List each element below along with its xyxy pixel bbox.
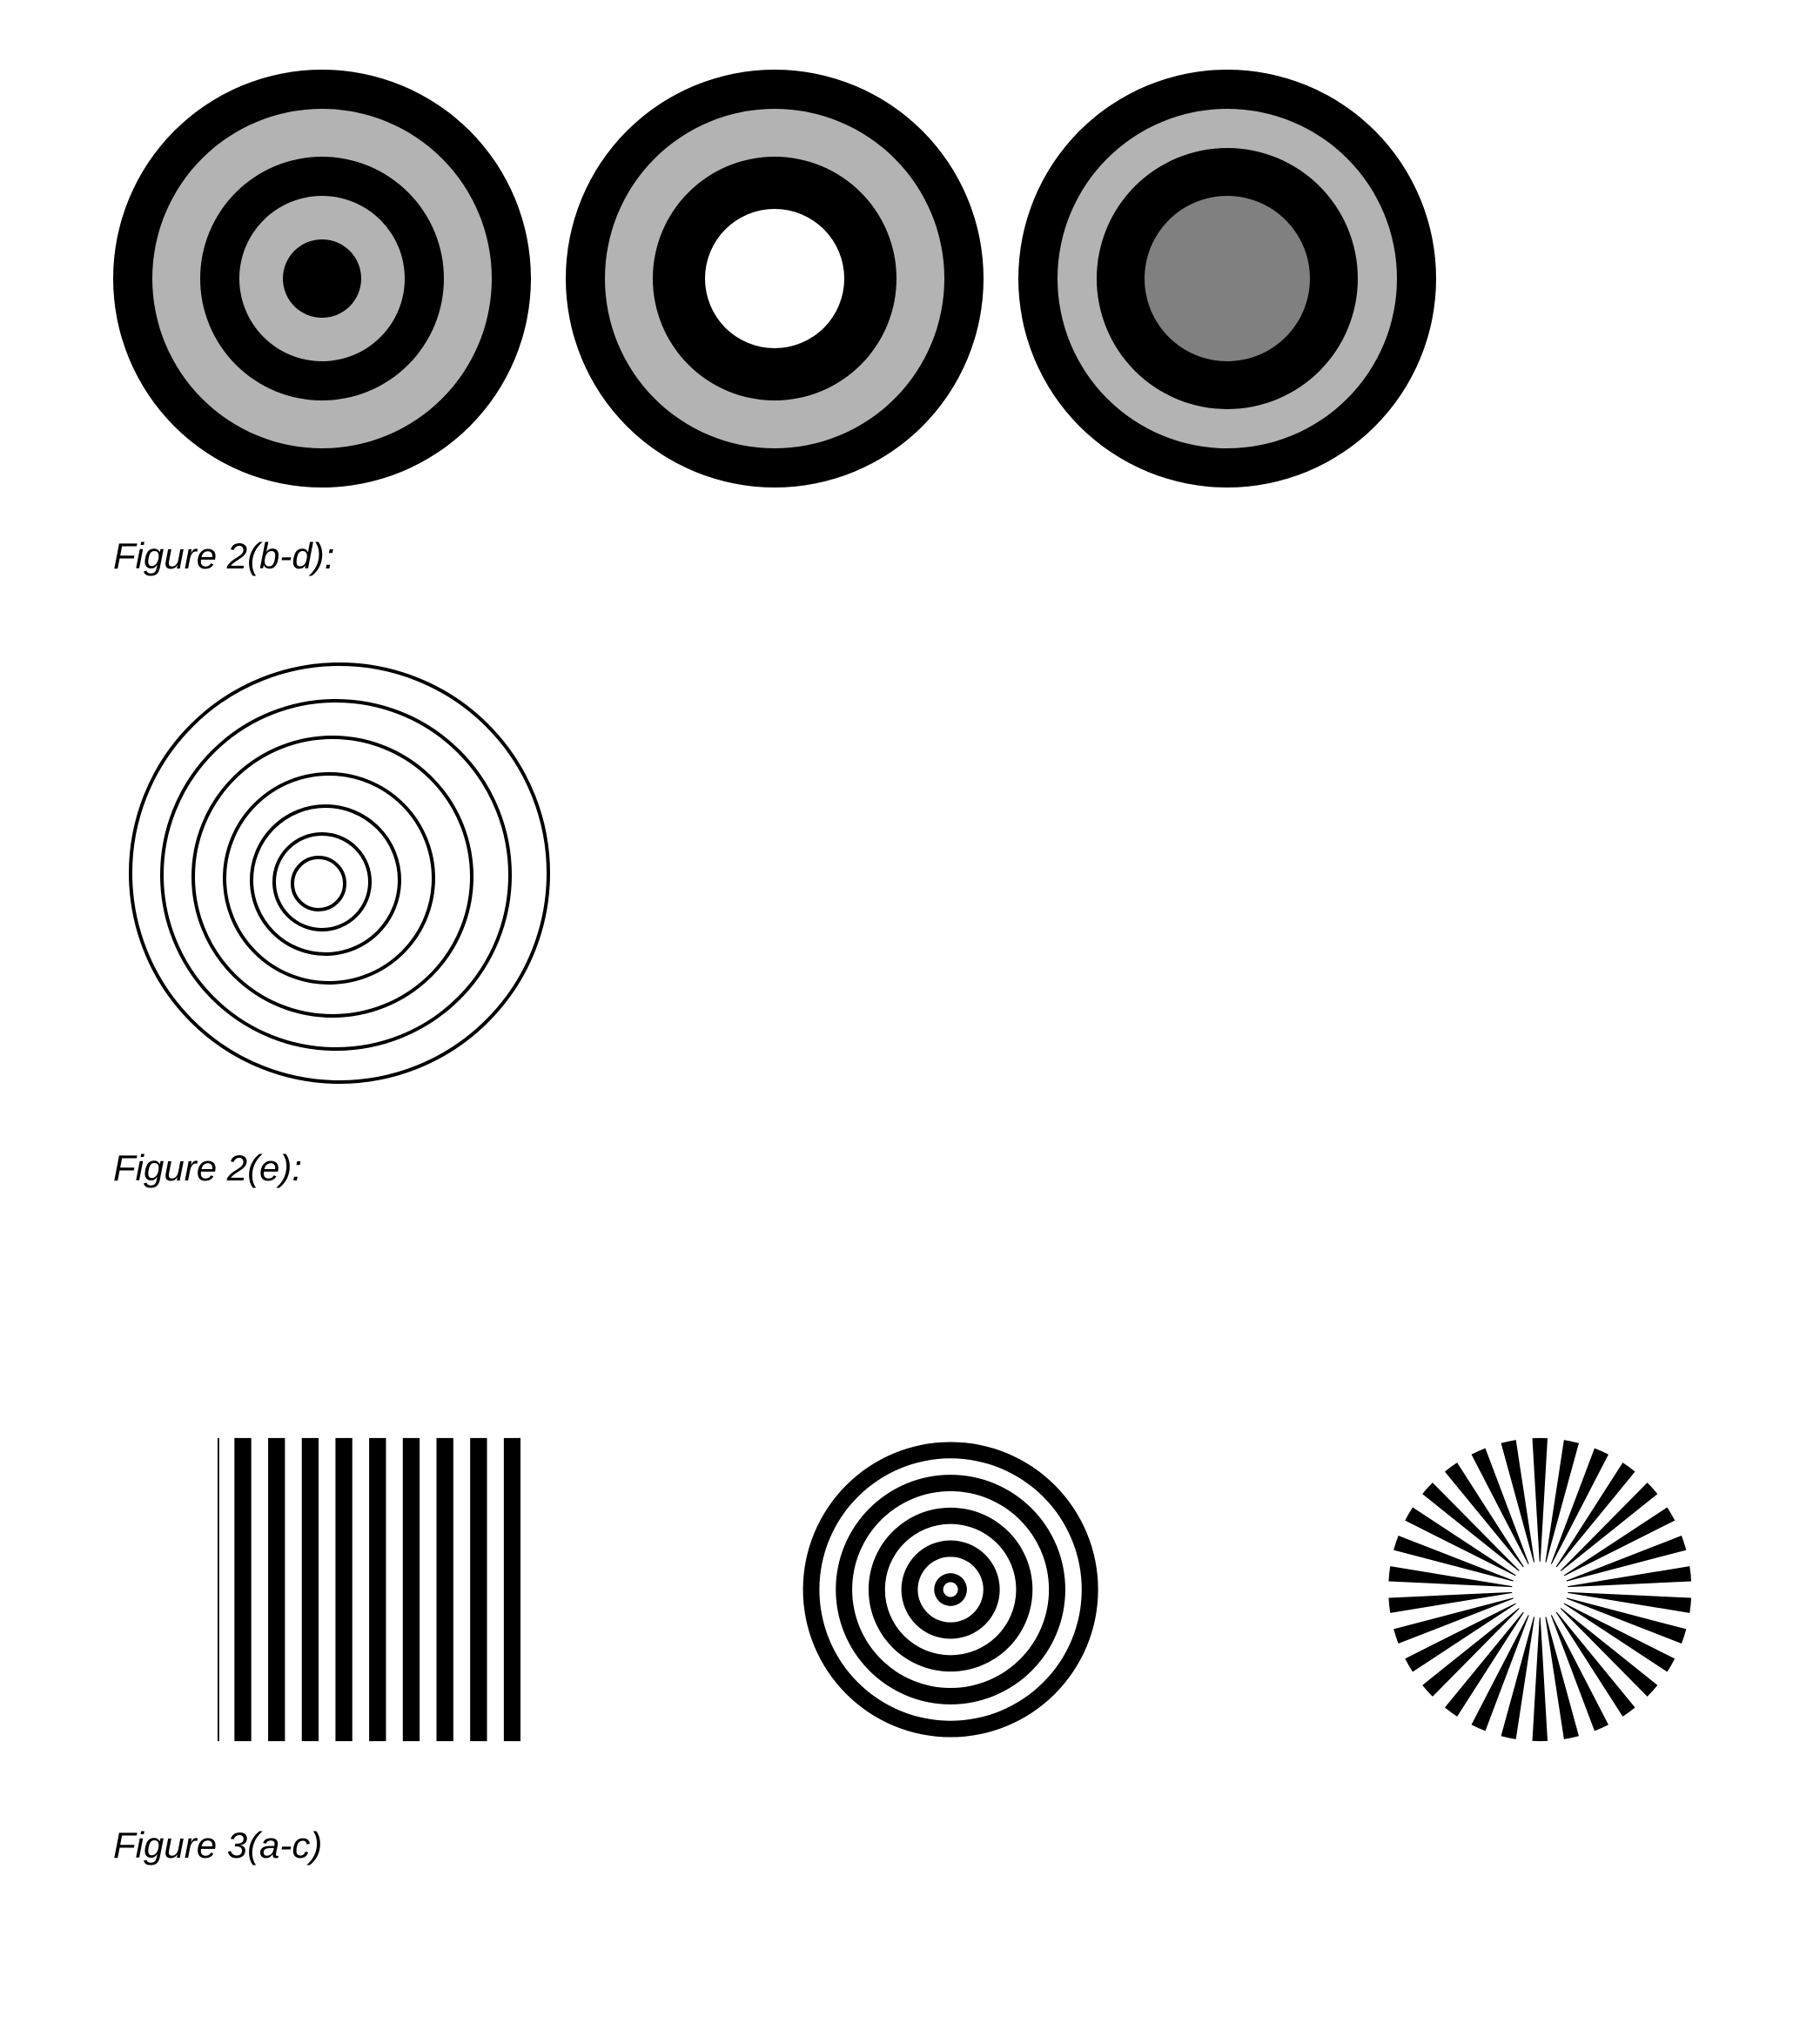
- caption-fig2e: Figure 2(e):: [113, 1147, 1700, 1189]
- radial-sunburst: [1380, 1415, 1700, 1764]
- figure-2bd-row: [113, 70, 1700, 487]
- target-c: [566, 70, 984, 487]
- concentric-rings-bw: [799, 1424, 1102, 1755]
- target-d: [1018, 70, 1436, 487]
- caption-fig2bd: Figure 2(b-d):: [113, 535, 1700, 577]
- caption-fig3ac: Figure 3(a-c): [113, 1825, 1700, 1866]
- figure-3-row: [113, 1415, 1700, 1764]
- vertical-stripes: [218, 1424, 520, 1755]
- concentric-outline-circles: [113, 647, 566, 1099]
- page: Figure 2(b-d): Figure 2(e): Figure 3(a-c…: [0, 0, 1813, 2044]
- figure-2e-container: [113, 647, 1700, 1104]
- target-b: [113, 70, 531, 487]
